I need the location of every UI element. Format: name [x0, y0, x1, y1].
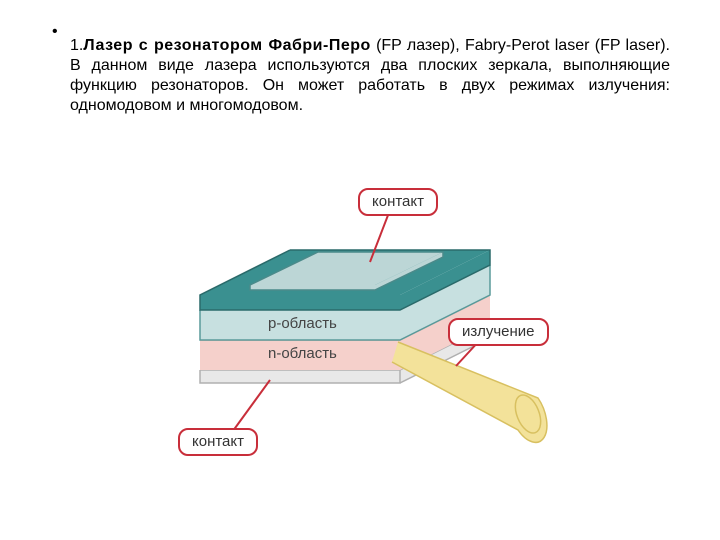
label-n-region: n-область: [268, 345, 337, 362]
label-emission: излучение: [448, 318, 549, 346]
label-contact-top: контакт: [358, 188, 438, 216]
bullet-marker: •: [52, 24, 58, 40]
body-top-front: [200, 295, 400, 310]
label-p-region: p-область: [268, 315, 337, 332]
bold-title: Лазер с резонатором Фабри-Перо: [83, 37, 370, 54]
lead-number: 1.: [70, 37, 83, 54]
pointer-bottom-contact: [230, 380, 270, 435]
label-contact-bottom: контакт: [178, 428, 258, 456]
paragraph: 1.Лазер с резонатором Фабри-Перо (FP лаз…: [70, 36, 670, 116]
laser-diagram: контакт контакт излучение p-область n-об…: [160, 180, 560, 480]
